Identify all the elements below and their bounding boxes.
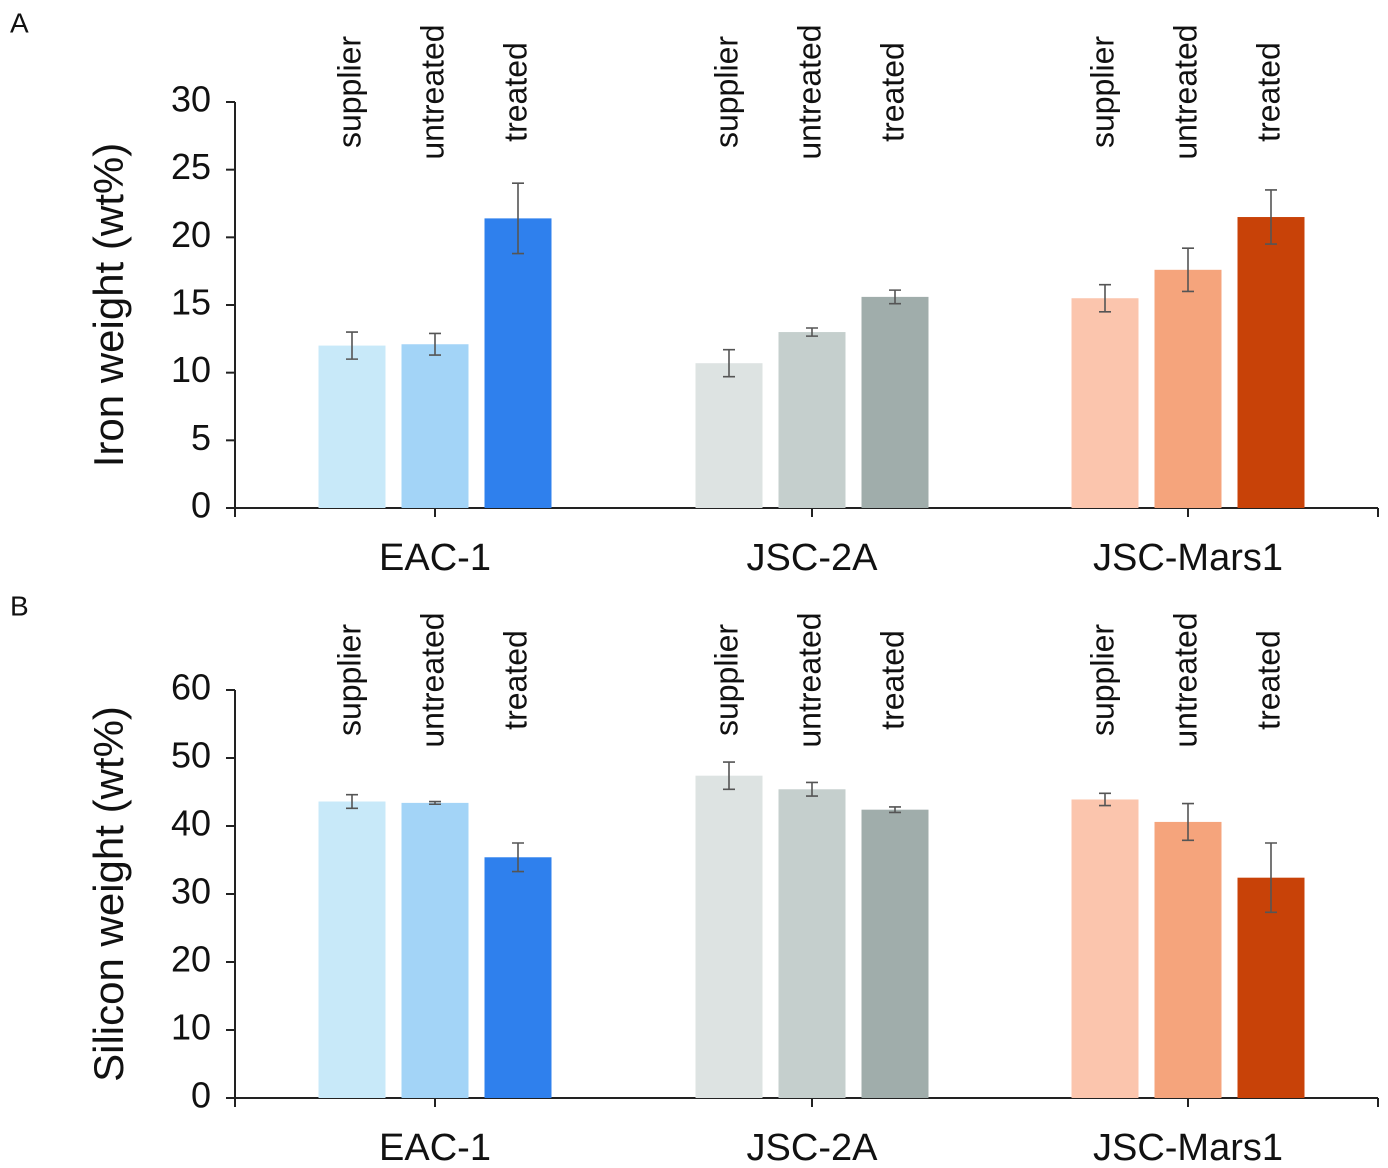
bar bbox=[695, 775, 763, 1098]
error-bar bbox=[1099, 283, 1111, 313]
bar bbox=[1237, 217, 1305, 509]
series-label: supplier bbox=[708, 624, 744, 736]
series-label: supplier bbox=[1084, 624, 1120, 736]
series-label: treated bbox=[497, 630, 533, 730]
y-tick-label: 10 bbox=[171, 349, 211, 390]
x-tick-label: JSC-2A bbox=[747, 1127, 879, 1168]
error-bar bbox=[889, 289, 901, 305]
y-tick-label: 20 bbox=[171, 214, 211, 255]
error-bar bbox=[1265, 842, 1277, 914]
series-label: untreated bbox=[414, 24, 450, 159]
bar bbox=[1154, 821, 1222, 1098]
y-tick-label: 0 bbox=[191, 485, 211, 526]
series-label: treated bbox=[1250, 630, 1286, 730]
series-label: supplier bbox=[708, 36, 744, 148]
bar bbox=[1071, 298, 1139, 508]
y-tick-label: 20 bbox=[171, 939, 211, 980]
error-bar bbox=[723, 348, 735, 378]
error-bar bbox=[1182, 247, 1194, 293]
y-tick-label: 25 bbox=[171, 146, 211, 187]
bar bbox=[861, 296, 929, 508]
x-tick-label: EAC-1 bbox=[379, 537, 491, 579]
bar bbox=[318, 801, 386, 1098]
error-bar bbox=[1099, 792, 1111, 807]
bar bbox=[484, 218, 552, 509]
error-bar bbox=[346, 793, 358, 810]
x-tick-label: JSC-Mars1 bbox=[1093, 1127, 1283, 1168]
x-tick-label: JSC-2A bbox=[747, 537, 879, 579]
series-label: treated bbox=[497, 42, 533, 142]
y-tick-label: 30 bbox=[171, 79, 211, 120]
series-label: untreated bbox=[1167, 24, 1203, 159]
error-bar bbox=[889, 806, 901, 814]
bar bbox=[401, 802, 469, 1098]
bar bbox=[778, 789, 846, 1098]
series-label: untreated bbox=[791, 24, 827, 159]
bar bbox=[318, 345, 386, 508]
y-tick-label: 5 bbox=[191, 417, 211, 458]
bar bbox=[695, 363, 763, 508]
bar bbox=[778, 332, 846, 508]
series-label: untreated bbox=[791, 612, 827, 747]
y-tick-label: 15 bbox=[171, 282, 211, 323]
y-tick-label: 10 bbox=[171, 1007, 211, 1048]
panel-label: B bbox=[10, 590, 29, 621]
error-bar bbox=[1265, 189, 1277, 245]
bar bbox=[1071, 799, 1139, 1098]
series-label: treated bbox=[874, 42, 910, 142]
bar bbox=[401, 344, 469, 508]
error-bar bbox=[806, 781, 818, 797]
series-label: untreated bbox=[1167, 612, 1203, 747]
series-label: untreated bbox=[414, 612, 450, 747]
y-tick-label: 60 bbox=[171, 667, 211, 708]
y-axis-title: Iron weight (wt%) bbox=[85, 143, 132, 467]
error-bar bbox=[346, 331, 358, 360]
error-bar bbox=[429, 800, 441, 806]
bar bbox=[1237, 877, 1305, 1098]
series-label: treated bbox=[874, 630, 910, 730]
error-bar bbox=[1182, 802, 1194, 842]
series-label: treated bbox=[1250, 42, 1286, 142]
series-label: supplier bbox=[331, 624, 367, 736]
error-bar bbox=[806, 327, 818, 337]
bar bbox=[484, 857, 552, 1098]
y-axis-title: Silicon weight (wt%) bbox=[85, 706, 132, 1082]
error-bar bbox=[723, 761, 735, 791]
panel-label: A bbox=[10, 7, 29, 38]
error-bar bbox=[512, 842, 524, 873]
series-label: supplier bbox=[1084, 36, 1120, 148]
x-tick-label: EAC-1 bbox=[379, 1127, 491, 1168]
y-tick-label: 40 bbox=[171, 803, 211, 844]
x-tick-label: JSC-Mars1 bbox=[1093, 537, 1283, 579]
y-tick-label: 0 bbox=[191, 1075, 211, 1116]
series-label: supplier bbox=[331, 36, 367, 148]
y-tick-label: 30 bbox=[171, 871, 211, 912]
error-bar bbox=[429, 332, 441, 356]
y-tick-label: 50 bbox=[171, 735, 211, 776]
bar bbox=[861, 809, 929, 1098]
error-bar bbox=[512, 182, 524, 255]
bar bbox=[1154, 269, 1222, 508]
